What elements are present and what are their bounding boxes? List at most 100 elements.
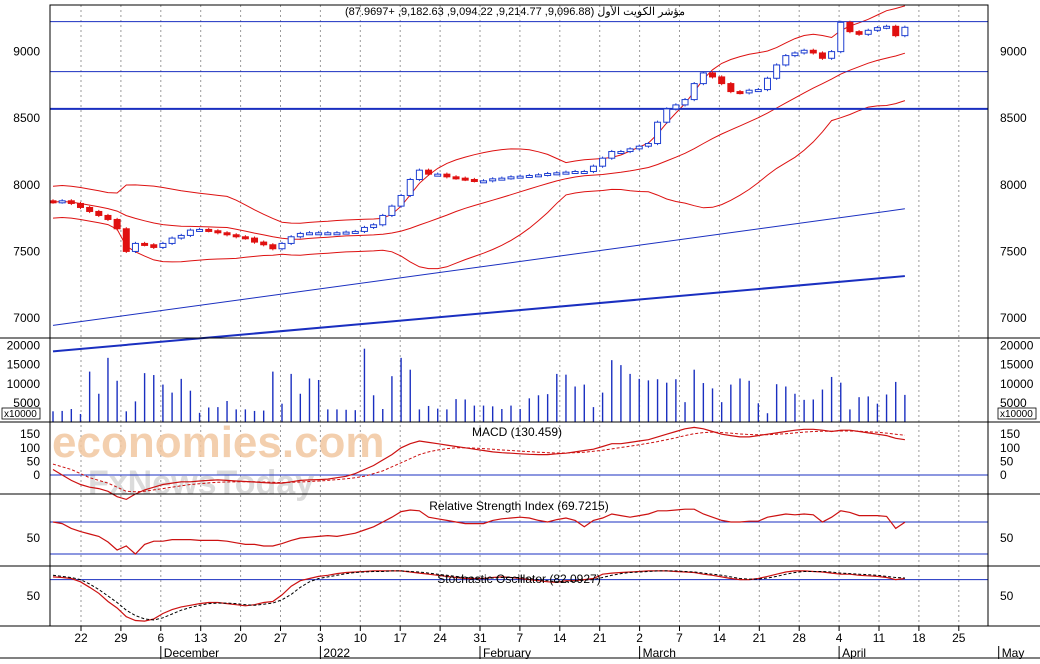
x-tick-label: 27 [274,631,288,645]
candle-body [434,173,442,177]
month-label: December [164,646,219,659]
price-y-tick-right: 8000 [1000,178,1027,192]
candle-body [828,51,836,59]
candle-body [553,172,561,176]
macd-y-tick-right: 100 [1000,441,1020,455]
macd-y-tick-right: 0 [1000,468,1007,482]
x-tick-label: 11 [873,631,886,645]
volume-unit-box [1,407,41,420]
candle-body [351,230,359,234]
candle-body [800,49,808,54]
stochastic-k-line [52,570,905,622]
candle-body [635,145,643,150]
candle-body [168,237,176,244]
candle-body [113,218,121,230]
x-tick-label: 7 [517,631,524,645]
macd-signal-line [52,430,905,493]
macd-y-tick-right: 50 [1000,454,1014,468]
x-tick-label: 21 [593,631,607,645]
candle-body [571,171,579,174]
x-tick-label: 10 [354,631,368,645]
x-tick-label: 17 [394,631,408,645]
candle-body [342,231,350,235]
candle-body [763,77,771,91]
volume-y-tick-right: 15000 [1000,358,1034,372]
bollinger-lower-band [52,100,906,270]
candle-body [608,151,616,159]
volume-unit-label: x10000 [1000,409,1033,420]
candle-body [727,83,735,93]
x-tick-label: 4 [836,631,843,645]
candle-body [177,234,185,239]
trendline-upper [52,208,905,326]
candle-body [525,174,533,178]
candle-body [745,89,753,94]
candle-body [873,27,881,31]
candle-body [415,169,423,180]
price-y-tick-left: 7500 [13,244,40,258]
candle-body [470,178,478,182]
candle-body [562,171,570,175]
x-tick-label: 7 [676,631,683,645]
candle-body [754,89,762,93]
candle-body [370,224,378,228]
month-label: March [643,646,676,659]
stochastic-d-line [52,570,905,621]
candle-body [388,205,396,216]
candle-body [443,173,451,178]
candle-body [864,29,872,35]
candle-body [278,242,286,250]
volume-y-tick-right: 20000 [1000,339,1034,353]
candle-body [883,25,891,29]
candle-body [663,108,671,123]
x-tick-label: 29 [114,631,128,645]
month-label: April [842,646,866,659]
macd-y-tick-left: 100 [20,441,40,455]
price-chart-title: مؤشر الكويت الأول (9,096.88, 9,214.77, 9… [345,4,685,18]
candle-body [855,31,863,35]
x-tick-label: 22 [74,631,88,645]
candle-body [333,232,341,236]
volume-unit-box [997,407,1037,420]
volume-y-tick-left: 5000 [13,396,40,410]
candle-body [516,175,524,179]
x-tick-label: 21 [753,631,767,645]
candle-body [360,226,368,232]
candle-body [901,26,909,37]
macd-y-tick-right: 150 [1000,427,1020,441]
candle-body [507,176,515,180]
month-label: May [1002,646,1025,659]
candle-body [86,206,94,212]
candle-body [305,232,313,236]
volume-y-tick-left: 15000 [7,358,41,372]
candle-body [104,214,112,220]
candle-body [223,232,231,236]
x-tick-label: 6 [157,631,164,645]
candle-body [150,244,158,248]
price-y-tick-left: 9000 [13,45,40,59]
x-tick-label: 3 [317,631,324,645]
stochastic-y-tick-right: 50 [1000,589,1014,603]
candle-body [67,200,75,204]
x-tick-label: 18 [912,631,926,645]
candle-body [599,157,607,167]
candle-body [617,151,625,155]
bollinger-middle-band [52,52,906,240]
month-label: February [483,646,531,659]
price-y-tick-right: 7500 [1000,244,1027,258]
watermark-economies: economies.com [52,418,385,467]
candle-body [186,229,194,236]
x-tick-label: 13 [194,631,208,645]
candle-body [846,21,854,33]
macd-y-tick-left: 0 [33,468,40,482]
candle-body [122,228,130,252]
candle-body [269,244,277,250]
candle-body [260,241,268,246]
volume-y-tick-right: 5000 [1000,396,1027,410]
candle-body [782,55,790,66]
candle-body [159,242,167,248]
candle-body [251,237,259,243]
x-tick-label: 25 [952,631,966,645]
